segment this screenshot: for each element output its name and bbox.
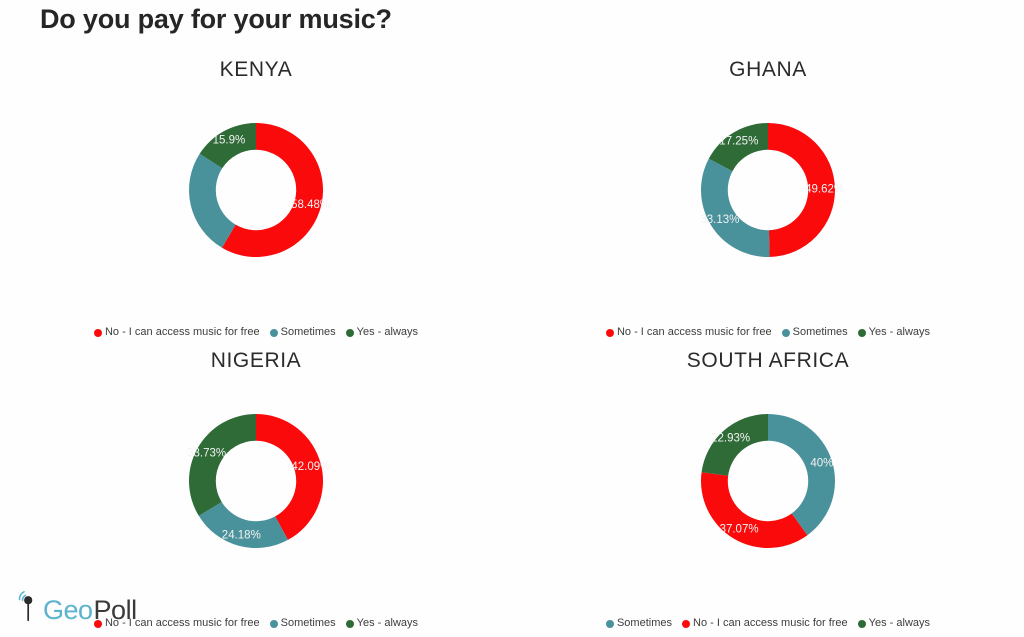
- slice-value-label: 33.13%: [700, 214, 739, 226]
- donut-slice[interactable]: [708, 123, 768, 172]
- legend-item-label: No - I can access music for free: [616, 326, 772, 338]
- chart-panel-ghana: GHANA 49.62% 33.13% 17.25% No - I can acce…: [512, 55, 1024, 346]
- legend-item[interactable]: No - I can access music for free: [682, 618, 848, 629]
- slice-value-label: 58.48%: [291, 199, 330, 211]
- legend-swatch-icon: [345, 328, 354, 337]
- legend-item[interactable]: No - I can access music for free: [93, 617, 260, 629]
- donut-slice[interactable]: [199, 123, 256, 169]
- donut-chart-south-africa[interactable]: 40% 37.07% 22.93%: [512, 381, 1024, 581]
- legend-item[interactable]: Sometimes: [605, 617, 672, 629]
- donut-slice[interactable]: [256, 414, 323, 540]
- donut-slice[interactable]: [768, 414, 835, 536]
- legend-item-label: Sometimes: [280, 617, 336, 629]
- donut-svg: 49.62% 33.13% 17.25%: [700, 123, 844, 257]
- legend-swatch-icon: [682, 619, 690, 628]
- chart-panel-south-africa: SOUTH AFRICA 40% 37.07% 22.93% Sometimes No…: [512, 346, 1024, 637]
- chart-panel-nigeria: NIGERIA 42.09% 24.18% 33.73% No - I can ac…: [0, 346, 512, 637]
- slice-value-label: 33.73%: [187, 447, 226, 459]
- donut-chart-kenya[interactable]: 58.48% 15.9%: [0, 90, 512, 290]
- legend-item[interactable]: No - I can access music for free: [605, 326, 772, 338]
- legend-swatch-icon: [605, 619, 614, 628]
- legend-swatch-icon: [605, 328, 614, 337]
- slice-value-label: 42.09%: [291, 461, 330, 473]
- legend-item-label: Yes - always: [356, 326, 419, 338]
- chart-title-ghana: GHANA: [729, 58, 807, 81]
- antenna-signal-icon: [18, 591, 33, 622]
- donut-slice[interactable]: [701, 472, 808, 548]
- legend-swatch-icon: [93, 328, 102, 337]
- legend-item[interactable]: Yes - always: [857, 617, 931, 629]
- antenna-dot-icon: [24, 596, 33, 605]
- legend-item[interactable]: Yes - always: [345, 326, 419, 338]
- slice-value-label: 49.62%: [805, 183, 844, 195]
- legend-item[interactable]: Sometimes: [269, 326, 336, 338]
- legend-item-label: Yes - always: [356, 617, 419, 629]
- legend-item-label: Sometimes: [616, 617, 672, 629]
- donut-svg: 40% 37.07% 22.93%: [701, 414, 835, 548]
- chart-title-kenya: KENYA: [219, 58, 293, 81]
- donut-chart-nigeria[interactable]: 42.09% 24.18% 33.73%: [0, 381, 512, 581]
- slice-value-label: 17.25%: [719, 136, 758, 148]
- page-title: Do you pay for your music?: [40, 4, 392, 34]
- legend-kenya: No - I can access music for free Sometime…: [0, 327, 512, 338]
- legend-nigeria: No - I can access music for free Sometime…: [0, 618, 512, 629]
- legend-swatch-icon: [857, 619, 866, 628]
- legend-ghana: No - I can access music for free Sometime…: [512, 327, 1024, 338]
- legend-item-label: Sometimes: [792, 326, 848, 338]
- chart-title-nigeria: NIGERIA: [210, 349, 302, 372]
- legend-item[interactable]: Sometimes: [781, 326, 848, 338]
- slice-value-label: 37.07%: [720, 524, 759, 536]
- legend-item[interactable]: Yes - always: [345, 617, 419, 629]
- chart-panel-kenya: KENYA 58.48% 15.9% No - I can access musi…: [0, 55, 512, 346]
- donut-chart-ghana[interactable]: 49.62% 33.13% 17.25%: [512, 90, 1024, 290]
- logo-text-geo: Geo: [43, 595, 93, 625]
- legend-swatch-icon: [269, 619, 278, 628]
- legend-swatch-icon: [857, 328, 866, 337]
- slice-value-label: 22.93%: [711, 432, 750, 444]
- legend-item-label: Yes - always: [868, 617, 931, 629]
- chart-grid: KENYA 58.48% 15.9% No - I can access musi…: [0, 55, 1024, 637]
- legend-item[interactable]: Sometimes: [269, 617, 336, 629]
- legend-south-africa: Sometimes No - I can access music for fre…: [512, 618, 1024, 629]
- donut-slice[interactable]: [189, 153, 236, 248]
- chart-title-south-africa: SOUTH AFRICA: [686, 349, 850, 372]
- donut-slice[interactable]: [221, 123, 323, 257]
- legend-item-label: No - I can access music for free: [104, 326, 260, 338]
- legend-swatch-icon: [345, 619, 354, 628]
- donut-svg: 58.48% 15.9%: [189, 123, 330, 257]
- donut-svg: 42.09% 24.18% 33.73%: [187, 414, 330, 548]
- donut-slice[interactable]: [198, 501, 288, 548]
- logo-text-poll: Poll: [93, 595, 138, 625]
- legend-item-label: Sometimes: [280, 326, 336, 338]
- donut-slice[interactable]: [701, 158, 770, 257]
- donut-slice[interactable]: [189, 414, 256, 516]
- donut-slice[interactable]: [768, 123, 835, 257]
- legend-swatch-icon: [93, 619, 102, 628]
- legend-item-label: No - I can access music for free: [693, 617, 848, 629]
- geopoll-logo: Geo Poll: [12, 589, 138, 625]
- slice-value-label: 24.18%: [222, 530, 261, 542]
- legend-item-label: Yes - always: [868, 326, 931, 338]
- slice-value-label: 15.9%: [213, 134, 246, 146]
- donut-slice[interactable]: [701, 414, 768, 476]
- legend-item[interactable]: Yes - always: [857, 326, 931, 338]
- slice-value-label: 40%: [810, 458, 833, 470]
- legend-item-label: No - I can access music for free: [104, 617, 260, 629]
- legend-swatch-icon: [269, 328, 278, 337]
- legend-item[interactable]: No - I can access music for free: [93, 326, 260, 338]
- legend-swatch-icon: [781, 328, 790, 337]
